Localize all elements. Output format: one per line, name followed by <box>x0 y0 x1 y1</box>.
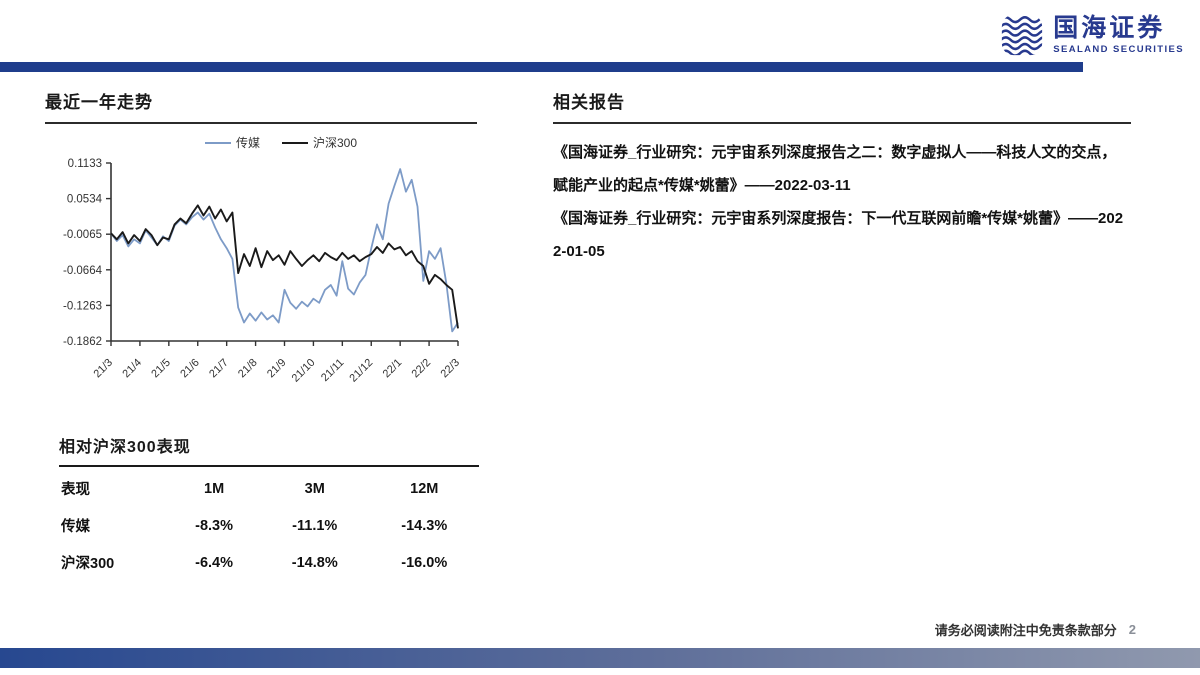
row-value-0: -6.4% <box>195 554 234 571</box>
right-column: 相关报告 《国海证券_行业研究：元宇宙系列深度报告之二：数字虚拟人——科技人文的… <box>553 88 1131 268</box>
performance-table-title: 相对沪深300表现 <box>59 439 191 456</box>
row-value-2: -14.3% <box>401 517 448 534</box>
y-tick-label: -0.1862 <box>63 336 102 348</box>
logo-name-en: SEALAND SECURITIES <box>1053 43 1184 55</box>
x-tick-label: 21/7 <box>207 357 231 381</box>
x-tick-label: 21/9 <box>265 357 289 381</box>
legend-item-1: 沪深300 <box>281 134 358 151</box>
x-tick-label: 21/10 <box>290 357 318 385</box>
reports-section-title: 相关报告 <box>553 88 1131 124</box>
sealand-logo: 国海证券 SEALAND SECURITIES <box>999 12 1184 58</box>
report-item-0: 《国海证券_行业研究：元宇宙系列深度报告之二：数字虚拟人——科技人文的交点，赋能… <box>553 144 1117 194</box>
page-number: 2 <box>1128 622 1136 637</box>
trend-chart: 传媒 沪深300 0.1133 0.0534 -0.0065 -0.0664 -0.126… <box>45 134 477 403</box>
chart-legend: 传媒 沪深300 <box>85 134 477 151</box>
x-tick-label: 21/5 <box>149 357 173 381</box>
trend-chart-svg: 0.1133 0.0534 -0.0065 -0.0664 -0.1263 -0.1862… <box>63 158 462 385</box>
wave-emblem-icon <box>1002 16 1043 56</box>
footer-note: 请务必阅读附注中免责条款部分 2 <box>935 620 1136 639</box>
x-tick-label: 22/1 <box>381 357 405 381</box>
logo-text: 国海证券 SEALAND SECURITIES <box>1053 13 1184 55</box>
performance-table-header-row: 表现 1M 3M 12M <box>59 466 479 507</box>
report-item-1: 《国海证券_行业研究：元宇宙系列深度报告：下一代互联网前瞻*传媒*姚蕾》——20… <box>553 210 1124 260</box>
performance-table: 表现 1M 3M 12M 传媒 -8.3% -11.1% -14.3% 沪深300 -6.4% -… <box>59 465 479 581</box>
left-column: 最近一年走势 传媒 沪深300 0.1133 0.0534 -0.0065 -0.066… <box>45 88 479 581</box>
x-tick-label: 21/12 <box>347 357 375 385</box>
row-label: 传媒 <box>61 519 90 535</box>
table-col-header-3: 12M <box>410 480 439 497</box>
y-tick-label: 0.1133 <box>68 158 102 170</box>
x-tick-label: 22/3 <box>438 357 462 381</box>
row-value-1: -11.1% <box>292 517 338 534</box>
series-line-沪深300 <box>110 204 459 329</box>
table-col-header-1: 1M <box>204 480 225 497</box>
x-tick-label: 21/3 <box>91 357 115 381</box>
table-col-header-0: 表现 <box>61 482 90 498</box>
header-divider-bar <box>0 62 1083 72</box>
x-tick-label: 21/4 <box>120 357 144 381</box>
series-line-传媒 <box>110 168 459 333</box>
x-tick-label: 21/6 <box>178 357 202 381</box>
row-value-1: -14.8% <box>291 554 338 571</box>
relative-performance-section: 相对沪深300表现 表现 1M 3M 12M 传媒 -8.3% -11.1% -14.3% 沪… <box>59 433 479 581</box>
legend-label-0: 传媒 <box>235 136 260 150</box>
y-tick-label: -0.0664 <box>63 265 103 277</box>
x-tick-label: 21/11 <box>319 357 346 384</box>
table-row-0: 传媒 -8.3% -11.1% -14.3% <box>59 507 479 544</box>
y-tick-label: -0.1263 <box>63 300 102 312</box>
table-col-header-2: 3M <box>304 480 325 497</box>
table-row-1: 沪深300 -6.4% -14.8% -16.0% <box>59 544 479 581</box>
legend-swatch-0 <box>204 141 231 144</box>
disclaimer-text: 请务必阅读附注中免责条款部分 <box>934 623 1117 638</box>
trend-section-title: 最近一年走势 <box>45 88 477 124</box>
legend-item-0: 传媒 <box>204 134 260 151</box>
logo-name-cn: 国海证券 <box>1053 13 1166 42</box>
row-label: 沪深300 <box>61 556 115 572</box>
y-tick-label: -0.0065 <box>63 229 102 241</box>
related-reports-list: 《国海证券_行业研究：元宇宙系列深度报告之二：数字虚拟人——科技人文的交点，赋能… <box>553 136 1131 268</box>
legend-label-1: 沪深300 <box>312 136 358 150</box>
legend-swatch-1 <box>281 141 308 144</box>
footer-gradient-bar <box>0 648 1200 668</box>
x-tick-label: 22/2 <box>410 357 434 381</box>
y-tick-label: 0.0534 <box>67 194 103 206</box>
row-value-2: -16.0% <box>401 554 448 571</box>
x-tick-label: 21/8 <box>236 357 260 381</box>
row-value-0: -8.3% <box>195 517 234 534</box>
